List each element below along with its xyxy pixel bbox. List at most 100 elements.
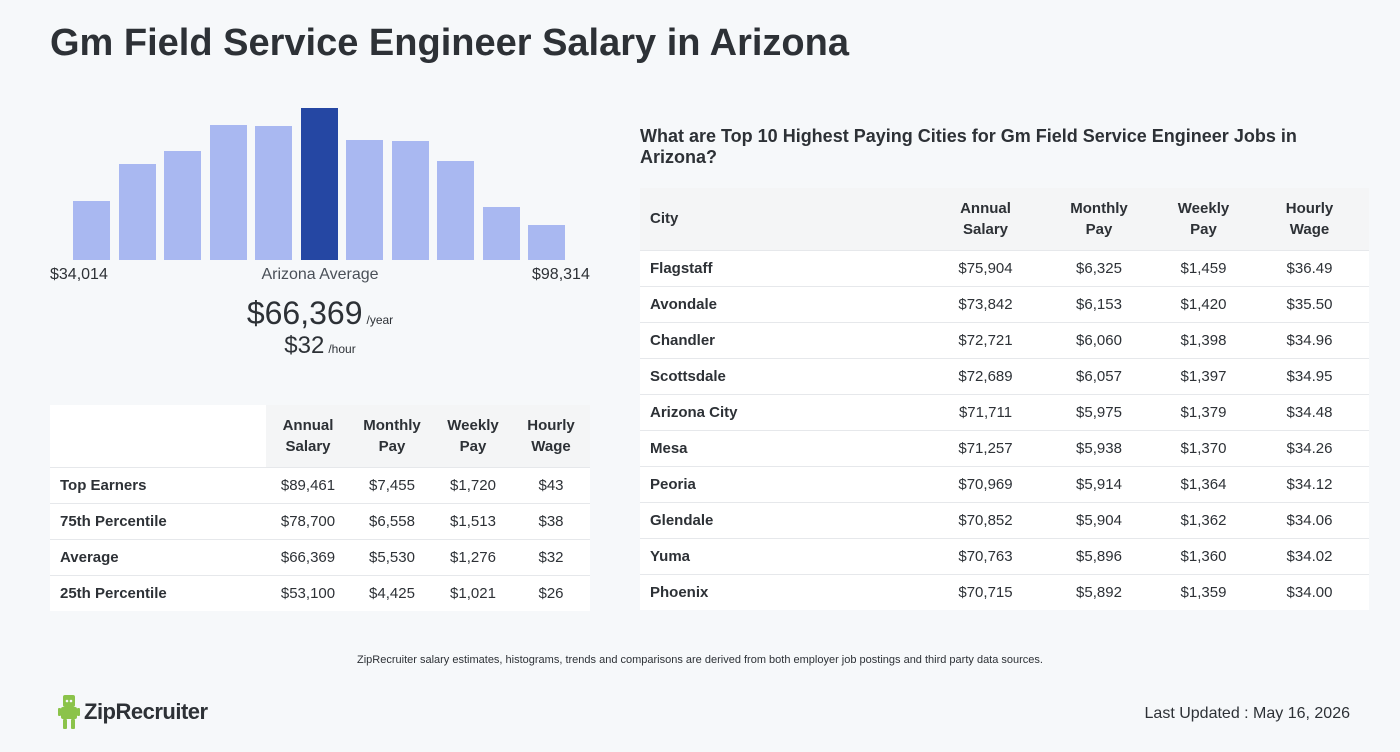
histogram-average-label: Arizona Average [261,266,379,283]
histogram-min-label: $34,014 [50,266,108,283]
histogram-max-label: $98,314 [532,266,590,283]
city-row: Yuma $70,763 $5,896 $1,360 $34.02 [640,537,1369,574]
city-annual-cell: $72,721 [930,321,1041,358]
city-row: Avondale $73,842 $6,153 $1,420 $35.50 [640,285,1369,322]
city-hourly-cell: $34.26 [1250,429,1369,466]
average-annual-value: $66,369 [246,295,363,331]
percentile-annual-cell: $53,100 [266,574,350,611]
data-source-disclaimer: ZipRecruiter salary estimates, histogram… [357,654,1043,666]
city-monthly-cell: $6,325 [1041,249,1157,286]
city-weekly-cell: $1,360 [1157,537,1250,574]
city-weekly-cell: $1,370 [1157,429,1250,466]
city-header-hourly: Hourly Wage [1250,188,1369,250]
percentile-weekly-cell: $1,720 [434,466,512,503]
city-row: Phoenix $70,715 $5,892 $1,359 $34.00 [640,573,1369,610]
city-monthly-cell: $5,892 [1041,573,1157,610]
city-row: Flagstaff $75,904 $6,325 $1,459 $36.49 [640,249,1369,286]
percentile-table: Annual Salary Monthly Pay Weekly Pay Hourly… [50,405,590,611]
histogram-bar [255,126,292,260]
city-weekly-cell: $1,364 [1157,465,1250,502]
city-monthly-cell: $5,938 [1041,429,1157,466]
city-annual-cell: $70,969 [930,465,1041,502]
percentile-row-label: 75th Percentile [50,502,266,539]
city-weekly-cell: $1,459 [1157,249,1250,286]
histogram-bar [164,150,201,260]
city-row: Peoria $70,969 $5,914 $1,364 $34.12 [640,465,1369,502]
city-hourly-cell: $34.00 [1250,573,1369,610]
average-hourly-unit: /hour [328,342,356,356]
city-name-cell: Scottsdale [640,357,930,394]
percentile-header-hourly: Hourly Wage [512,405,590,467]
zip-mascot-icon [58,695,80,729]
city-annual-cell: $70,763 [930,537,1041,574]
city-hourly-cell: $36.49 [1250,249,1369,286]
city-name-cell: Glendale [640,501,930,538]
city-annual-cell: $70,852 [930,501,1041,538]
average-annual-salary: $66,369/year [220,295,420,332]
percentile-weekly-cell: $1,021 [434,574,512,611]
city-name-cell: Flagstaff [640,249,930,286]
percentile-monthly-cell: $7,455 [350,466,434,503]
ziprecruiter-logo[interactable]: ZipRecruiter [58,695,208,729]
city-monthly-cell: $6,153 [1041,285,1157,322]
city-monthly-cell: $6,060 [1041,321,1157,358]
percentile-hourly-cell: $26 [512,574,590,611]
city-row: Glendale $70,852 $5,904 $1,362 $34.06 [640,501,1369,538]
city-weekly-cell: $1,362 [1157,501,1250,538]
city-monthly-cell: $5,896 [1041,537,1157,574]
city-hourly-cell: $34.06 [1250,501,1369,538]
city-hourly-cell: $34.96 [1250,321,1369,358]
histogram-bar [118,164,156,260]
city-hourly-cell: $34.02 [1250,537,1369,574]
percentile-header-annual: Annual Salary [266,405,350,467]
city-hourly-cell: $34.48 [1250,393,1369,430]
city-annual-cell: $73,842 [930,285,1041,322]
city-monthly-cell: $6,057 [1041,357,1157,394]
average-hourly-value: $32 [284,332,325,359]
percentile-weekly-cell: $1,513 [434,502,512,539]
histogram-bar [528,225,565,260]
percentile-row: Average $66,369 $5,530 $1,276 $32 [50,538,590,575]
percentile-hourly-cell: $32 [512,538,590,575]
city-header-monthly: Monthly Pay [1041,188,1157,250]
city-row: Chandler $72,721 $6,060 $1,398 $34.96 [640,321,1369,358]
percentile-weekly-cell: $1,276 [434,538,512,575]
city-name-cell: Peoria [640,465,930,502]
histogram-bar [391,141,429,260]
city-name-cell: Avondale [640,285,930,322]
city-weekly-cell: $1,379 [1157,393,1250,430]
city-weekly-cell: $1,397 [1157,357,1250,394]
city-name-cell: Mesa [640,429,930,466]
average-hourly-wage: $32/hour [220,332,420,360]
city-header-weekly: Weekly Pay [1157,188,1250,250]
city-weekly-cell: $1,359 [1157,573,1250,610]
percentile-hourly-cell: $43 [512,466,590,503]
percentile-row-label: 25th Percentile [50,574,266,611]
city-header-annual: Annual Salary [930,188,1041,250]
city-name-cell: Arizona City [640,393,930,430]
page-title: Gm Field Service Engineer Salary in Ariz… [50,22,849,64]
city-annual-cell: $71,257 [930,429,1041,466]
city-table-header: City Annual Salary Monthly Pay Weekly Pay H… [640,188,1369,250]
city-weekly-cell: $1,420 [1157,285,1250,322]
city-row: Scottsdale $72,689 $6,057 $1,397 $34.95 [640,357,1369,394]
percentile-table-header: Annual Salary Monthly Pay Weekly Pay Hourly… [50,405,590,467]
city-header-city: City [640,188,930,250]
percentile-row: Top Earners $89,461 $7,455 $1,720 $43 [50,466,590,503]
city-annual-cell: $70,715 [930,573,1041,610]
city-annual-cell: $71,711 [930,393,1041,430]
percentile-row-label: Top Earners [50,466,266,503]
top-cities-heading: What are Top 10 Highest Paying Cities fo… [640,126,1297,167]
city-name-cell: Phoenix [640,573,930,610]
histogram-bar [300,108,338,260]
city-monthly-cell: $5,975 [1041,393,1157,430]
city-name-cell: Yuma [640,537,930,574]
city-monthly-cell: $5,904 [1041,501,1157,538]
percentile-row: 75th Percentile $78,700 $6,558 $1,513 $38 [50,502,590,539]
percentile-header-weekly: Weekly Pay [434,405,512,467]
percentile-header-blank [50,405,266,467]
percentile-annual-cell: $66,369 [266,538,350,575]
average-annual-unit: /year [366,313,394,327]
city-name-cell: Chandler [640,321,930,358]
percentile-row-label: Average [50,538,266,575]
